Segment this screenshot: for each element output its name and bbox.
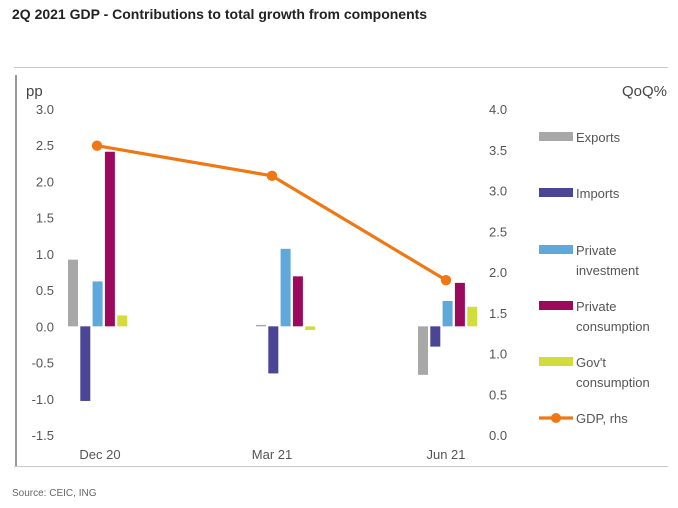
bar-gov-t-consumption-0 (117, 315, 128, 327)
legend-swatch (539, 357, 573, 366)
legend-item-private-investment[interactable]: Private investment (539, 243, 639, 278)
left-tick-label: -1.0 (32, 392, 54, 407)
left-tick-label: 3.0 (36, 102, 54, 117)
legend-label: consumption (576, 375, 650, 390)
left-tick-label: 0.5 (36, 283, 54, 298)
top-divider (14, 67, 668, 68)
right-tick-label: 0.5 (489, 387, 507, 402)
bar-imports-2 (430, 326, 441, 347)
bar-private-consumption-1 (292, 276, 303, 327)
bar-exports-1 (256, 324, 266, 327)
legend-label: GDP, rhs (576, 411, 628, 426)
right-tick-label: 4.0 (489, 102, 507, 117)
legend-label: Private (576, 243, 616, 258)
legend-label: Imports (576, 186, 620, 201)
right-tick-label: 1.5 (489, 306, 507, 321)
right-tick-label: 3.5 (489, 143, 507, 158)
left-tick-label: -1.5 (32, 428, 54, 443)
gdp-line-series (91, 140, 452, 286)
legend-item-private-consumption[interactable]: Private consumption (539, 299, 650, 334)
legend[interactable]: Exports Imports Private investment Private co… (539, 130, 650, 426)
category-label: Jun 21 (426, 447, 465, 462)
source-note: Source: CEIC, ING (12, 488, 97, 499)
left-axis-unit: pp (26, 83, 43, 100)
legend-item-exports[interactable]: Exports (539, 130, 621, 145)
bar-gov-t-consumption-1 (305, 326, 316, 330)
right-tick-label: 1.0 (489, 347, 507, 362)
bar-private-consumption-0 (104, 151, 115, 327)
legend-swatch (539, 245, 573, 254)
left-tick-label: 1.0 (36, 247, 54, 262)
bottom-divider (14, 466, 668, 467)
right-tick-label: 0.0 (489, 428, 507, 443)
right-tick-label: 2.0 (489, 265, 507, 280)
gdp-line (96, 144, 447, 282)
chart-title: 2Q 2021 GDP - Contributions to total gro… (12, 6, 428, 22)
legend-swatch (539, 132, 573, 141)
left-axis-ticks: -1.5 -1.0 -0.5 0.0 0.5 1.0 1.5 2.0 2.5 3.0 (32, 102, 54, 443)
category-label: Dec 20 (79, 447, 120, 462)
right-tick-label: 2.5 (489, 224, 507, 239)
bar-private-investment-2 (442, 300, 453, 327)
left-tick-label: 2.5 (36, 138, 54, 153)
gdp-point-0 (91, 140, 103, 151)
legend-label: Exports (576, 130, 621, 145)
category-labels: Dec 20 Mar 21 Jun 21 (79, 447, 465, 462)
bar-private-investment-0 (92, 281, 103, 327)
left-tick-label: 1.5 (36, 211, 54, 226)
legend-label: consumption (576, 319, 650, 334)
legend-swatch (539, 301, 573, 310)
bar-private-consumption-2 (454, 282, 465, 327)
gdp-point-1 (266, 170, 278, 182)
bar-exports-2 (418, 326, 428, 375)
bar-private-investment-1 (280, 248, 291, 327)
legend-swatch (539, 188, 573, 197)
bar-exports-0 (68, 259, 78, 327)
legend-label: Private (576, 299, 616, 314)
legend-item-gov-t-consumption[interactable]: Gov't consumption (539, 355, 650, 390)
legend-item-gdp-rhs[interactable]: GDP, rhs (539, 411, 628, 426)
legend-label: Gov't (576, 355, 606, 370)
bar-imports-0 (80, 326, 91, 401)
bar-gov-t-consumption-2 (467, 306, 478, 327)
right-axis-unit: QoQ% (622, 83, 667, 100)
left-tick-label: -0.5 (32, 356, 54, 371)
left-tick-label: 0.0 (36, 319, 54, 334)
legend-item-imports[interactable]: Imports (539, 186, 620, 201)
gdp-point-2 (440, 274, 452, 286)
legend-swatch-marker (551, 413, 561, 423)
bar-series (68, 151, 478, 401)
bar-imports-1 (268, 326, 279, 374)
right-axis-ticks: 0.0 0.5 1.0 1.5 2.0 2.5 3.0 3.5 4.0 (489, 102, 507, 443)
category-label: Mar 21 (252, 447, 292, 462)
legend-label: investment (576, 263, 639, 278)
right-tick-label: 3.0 (489, 184, 507, 199)
left-tick-label: 2.0 (36, 174, 54, 189)
